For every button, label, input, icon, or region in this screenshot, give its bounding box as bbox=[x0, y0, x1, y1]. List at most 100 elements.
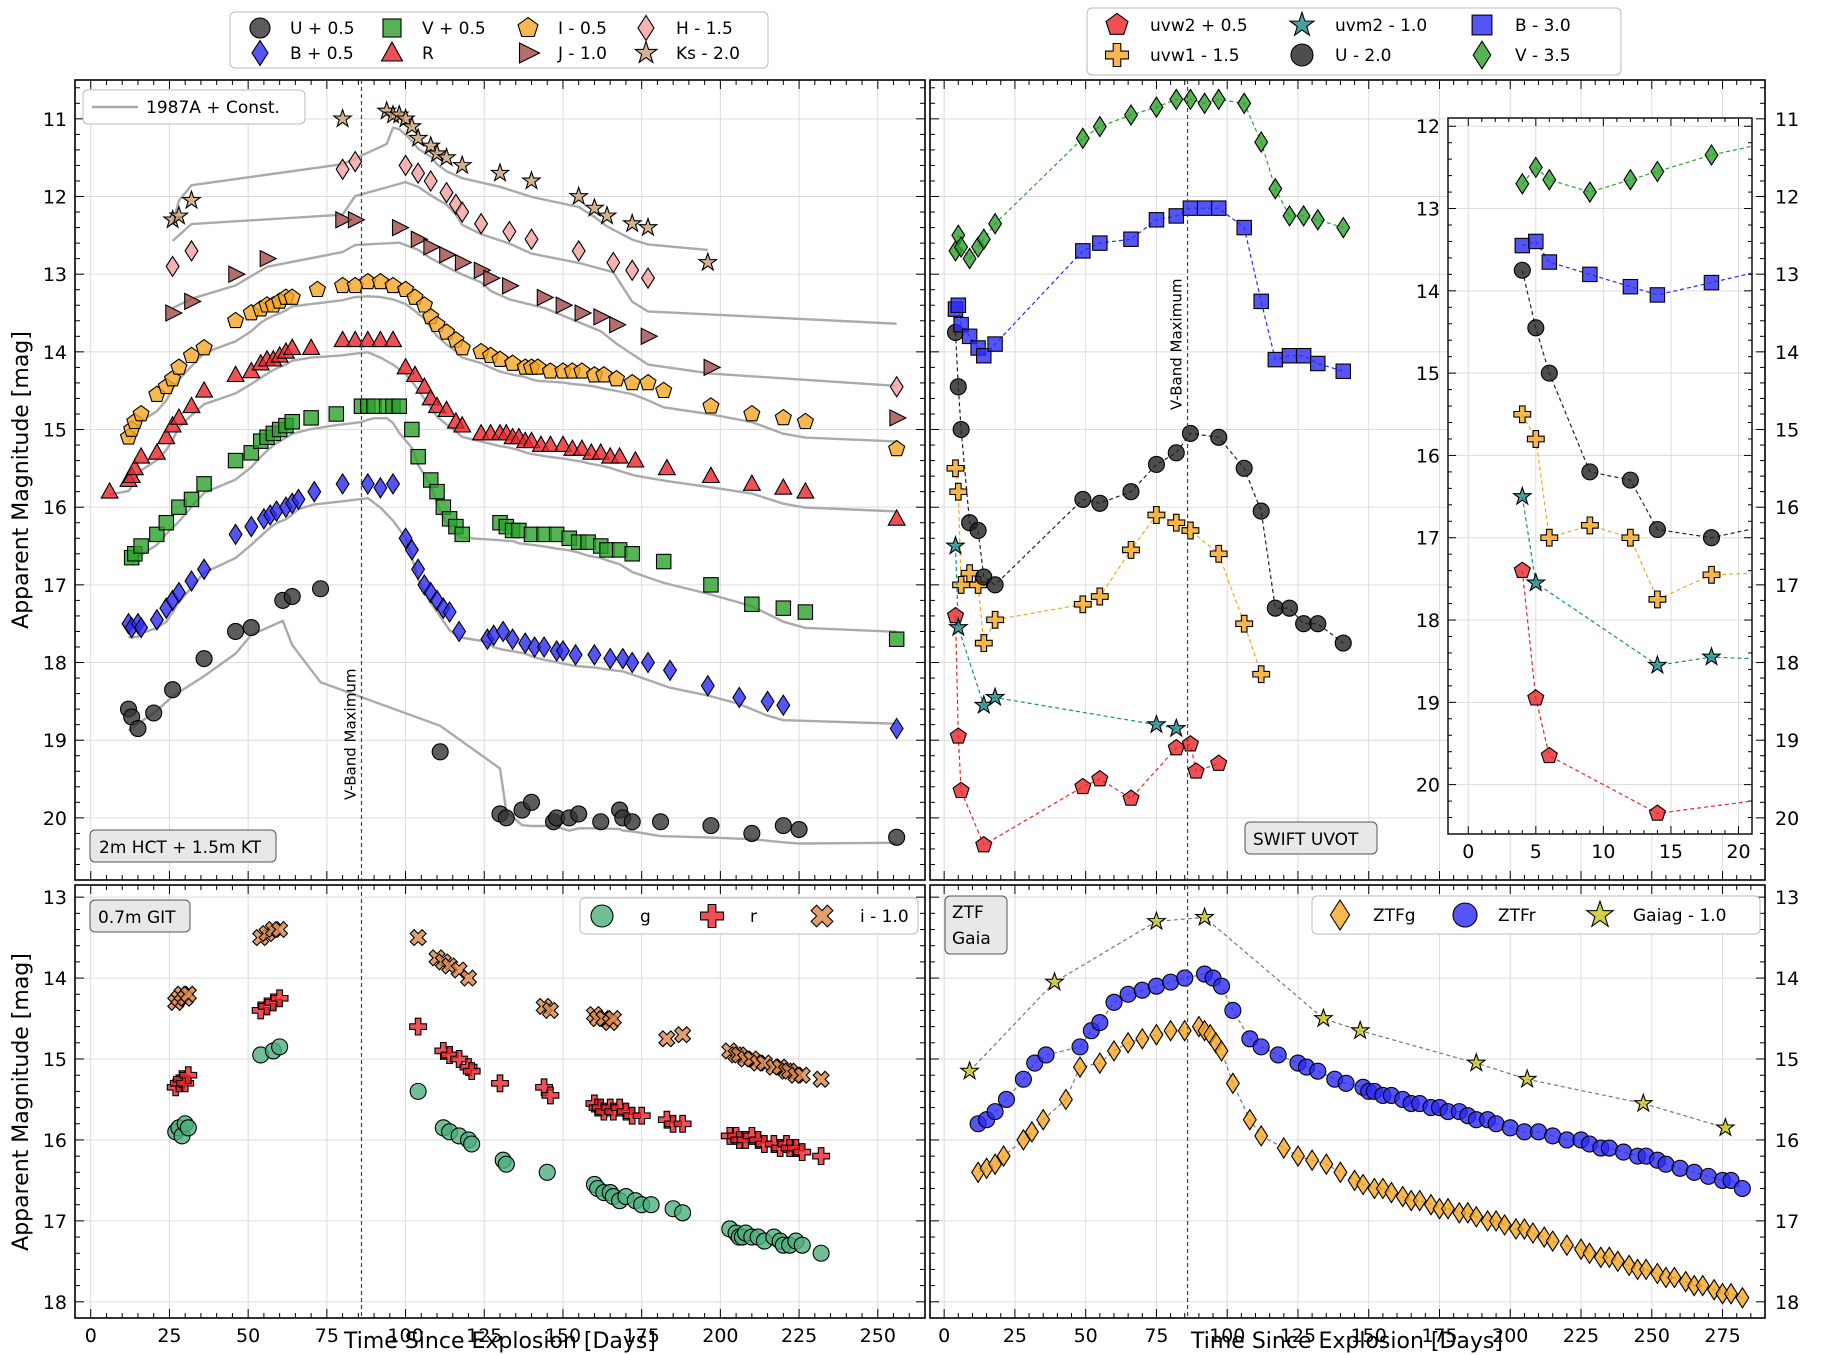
data-point bbox=[1319, 1153, 1334, 1176]
legend-swatch bbox=[810, 904, 834, 928]
inset-data-point bbox=[1541, 254, 1558, 270]
y-tick-label: 15 bbox=[43, 420, 67, 442]
data-point bbox=[607, 369, 626, 387]
data-point bbox=[793, 1236, 811, 1254]
data-point bbox=[439, 245, 457, 264]
data-point bbox=[1516, 1068, 1538, 1089]
data-point bbox=[703, 358, 722, 377]
data-point bbox=[395, 107, 416, 128]
data-point bbox=[986, 576, 1004, 594]
legend-label: i - 1.0 bbox=[860, 907, 909, 927]
data-point bbox=[1235, 614, 1254, 633]
data-point bbox=[702, 397, 720, 414]
data-point bbox=[1146, 713, 1167, 734]
data-point bbox=[522, 431, 541, 449]
x-tick-label: 25 bbox=[157, 1325, 181, 1347]
data-point bbox=[420, 135, 442, 155]
y-tick-label: 16 bbox=[1775, 1130, 1799, 1152]
data-point bbox=[452, 415, 472, 433]
data-point bbox=[702, 817, 720, 835]
y-tick-label: 13 bbox=[43, 887, 67, 909]
data-point bbox=[1558, 1131, 1576, 1149]
data-point bbox=[1236, 219, 1252, 236]
data-point bbox=[1281, 347, 1298, 364]
inset-series-line bbox=[1521, 414, 1752, 601]
data-point bbox=[1723, 1282, 1739, 1305]
data-point bbox=[537, 635, 552, 659]
data-point bbox=[587, 643, 602, 666]
data-point bbox=[440, 1046, 459, 1064]
data-point bbox=[1309, 1062, 1327, 1080]
x-tick-label: 125 bbox=[466, 1325, 502, 1347]
y-tick-label: 18 bbox=[1775, 653, 1799, 675]
data-point bbox=[270, 920, 289, 939]
y-tick-label: 20 bbox=[43, 808, 67, 830]
data-point bbox=[197, 558, 212, 581]
data-point bbox=[662, 659, 678, 682]
data-point bbox=[570, 805, 588, 823]
x-tick-label: 50 bbox=[1074, 1325, 1098, 1347]
legend-swatch bbox=[1105, 12, 1129, 35]
data-point bbox=[415, 376, 434, 394]
inset-data-point bbox=[1648, 590, 1667, 609]
inset-series-v-3-5 bbox=[1515, 143, 1752, 204]
series-u-2-0 bbox=[946, 323, 1352, 652]
data-point bbox=[1163, 1019, 1178, 1042]
data-point bbox=[1282, 204, 1297, 227]
data-point bbox=[1074, 490, 1092, 508]
data-point bbox=[949, 378, 967, 396]
data-point bbox=[1610, 1250, 1625, 1273]
data-point bbox=[1036, 1108, 1051, 1131]
data-point bbox=[244, 515, 259, 538]
data-point bbox=[764, 1135, 783, 1153]
data-point bbox=[1349, 1019, 1371, 1040]
data-point bbox=[538, 1163, 556, 1181]
data-point bbox=[149, 526, 165, 543]
data-point bbox=[1235, 459, 1253, 477]
data-point bbox=[165, 255, 180, 278]
inset-y-tick-label: 19 bbox=[1416, 692, 1440, 714]
y-tick-label: 20 bbox=[1775, 808, 1799, 830]
inset-y-tick-label: 14 bbox=[1416, 281, 1440, 303]
y-tick-label: 15 bbox=[43, 1049, 67, 1071]
data-point bbox=[404, 538, 419, 561]
annotation-swift: SWIFT UVOT bbox=[1253, 830, 1359, 850]
x-tick-label: 225 bbox=[781, 1325, 817, 1347]
data-point bbox=[1336, 216, 1351, 239]
data-point bbox=[701, 466, 721, 484]
data-point bbox=[1545, 1230, 1560, 1253]
data-point bbox=[226, 311, 245, 329]
data-point bbox=[312, 580, 330, 598]
data-point bbox=[179, 985, 198, 1003]
data-point bbox=[1501, 1119, 1519, 1137]
data-point bbox=[974, 634, 993, 653]
data-point bbox=[555, 639, 571, 662]
data-point bbox=[1014, 1070, 1032, 1088]
data-point bbox=[1167, 513, 1186, 532]
data-point bbox=[1290, 1145, 1306, 1168]
data-point bbox=[541, 435, 560, 452]
data-point bbox=[1121, 1031, 1136, 1054]
y-tick-label: 18 bbox=[43, 1292, 67, 1314]
data-point bbox=[584, 197, 605, 217]
series-v-3-5 bbox=[948, 88, 1351, 270]
x-tick-label: 100 bbox=[1209, 1325, 1245, 1347]
data-point bbox=[744, 596, 760, 613]
data-point bbox=[1214, 1039, 1229, 1062]
data-point bbox=[952, 781, 970, 799]
data-point bbox=[673, 1026, 692, 1044]
inset-data-point bbox=[1528, 156, 1543, 179]
x-tick-label: 250 bbox=[1634, 1325, 1670, 1347]
template-curve bbox=[172, 241, 897, 388]
data-point bbox=[522, 793, 541, 811]
legend-label: I - 0.5 bbox=[558, 19, 607, 39]
y-tick-label: 14 bbox=[43, 968, 67, 990]
data-point bbox=[125, 458, 145, 476]
data-point bbox=[954, 235, 969, 259]
data-point bbox=[1147, 455, 1165, 474]
inset-data-point bbox=[1701, 646, 1722, 666]
data-point bbox=[423, 169, 438, 193]
data-point bbox=[328, 406, 345, 422]
data-point bbox=[1252, 502, 1270, 520]
